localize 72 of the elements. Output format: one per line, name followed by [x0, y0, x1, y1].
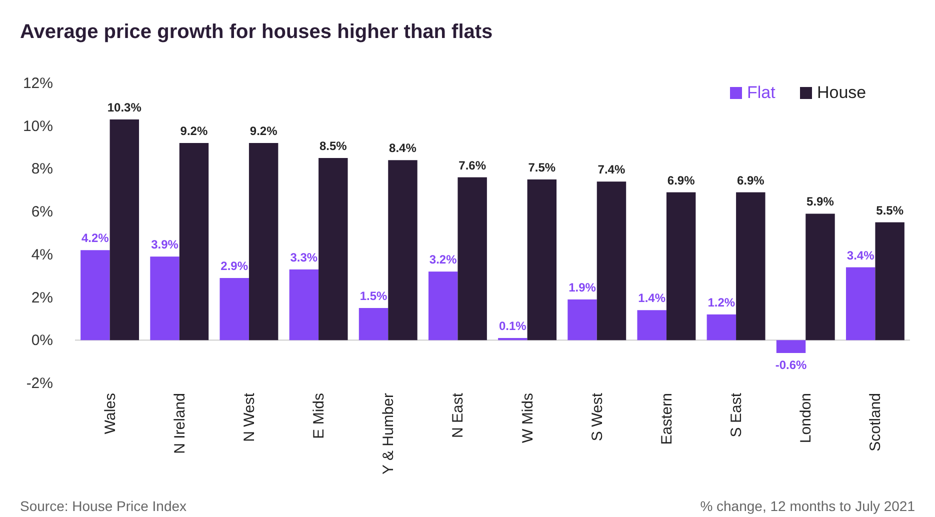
- data-label: 3.9%: [151, 238, 179, 252]
- bar: [179, 143, 209, 340]
- bar: [568, 299, 597, 340]
- data-label: 5.5%: [876, 203, 904, 218]
- data-label: 3.3%: [290, 250, 318, 264]
- y-tick-label: 12%: [22, 75, 53, 92]
- x-tick-label: E Mids: [310, 393, 328, 439]
- data-label: -0.6%: [775, 358, 808, 372]
- bar: [458, 177, 487, 340]
- x-tick-label: S West: [588, 392, 606, 442]
- data-label: 3.4%: [846, 248, 875, 262]
- data-label: 10.3%: [107, 100, 142, 114]
- x-tick-label: London: [798, 393, 815, 444]
- data-label: 1.9%: [568, 280, 596, 294]
- bar: [248, 143, 278, 340]
- legend-label: Flat: [747, 83, 776, 102]
- data-label: 5.9%: [806, 194, 834, 209]
- data-label: 6.9%: [736, 173, 765, 188]
- data-label: 2.9%: [220, 259, 248, 273]
- bar: [736, 192, 766, 340]
- x-tick-label: N West: [240, 392, 258, 442]
- bar: [428, 272, 458, 340]
- chart-title: Average price growth for houses higher than flats: [20, 21, 493, 43]
- bar: [388, 160, 418, 340]
- data-label: 7.5%: [528, 160, 556, 174]
- data-label: 7.6%: [458, 158, 486, 172]
- bar: [150, 256, 180, 340]
- y-tick-label: -2%: [26, 375, 53, 392]
- bar: [358, 308, 388, 340]
- y-tick-label: 0%: [31, 332, 53, 350]
- y-tick-label: 6%: [31, 204, 53, 221]
- bar: [637, 310, 666, 340]
- x-tick-label: Eastern: [658, 393, 676, 445]
- y-tick-label: 4%: [31, 246, 53, 264]
- x-tick-label: W Mids: [519, 393, 536, 443]
- data-label: 0.1%: [499, 319, 527, 333]
- x-tick-label: N Ireland: [171, 393, 188, 454]
- data-label: 1.5%: [360, 289, 388, 303]
- data-label: 8.5%: [319, 139, 348, 153]
- bar: [776, 340, 806, 353]
- bar: [220, 278, 249, 340]
- bar: [110, 119, 140, 340]
- data-label: 1.2%: [708, 295, 736, 310]
- y-tick-label: 8%: [31, 160, 53, 178]
- bar: [527, 179, 557, 340]
- data-label: 8.4%: [389, 141, 417, 156]
- data-label: 4.2%: [82, 231, 110, 246]
- bar: [80, 250, 110, 340]
- data-label: 1.4%: [638, 291, 666, 306]
- x-tick-label: Scotland: [867, 393, 884, 452]
- bar: [318, 158, 348, 340]
- x-tick-label: N East: [450, 392, 467, 438]
- x-tick-label: Y & Humber: [380, 393, 398, 474]
- data-label: 9.2%: [250, 124, 278, 138]
- data-label: 7.4%: [598, 162, 626, 177]
- y-tick-label: 2%: [31, 289, 53, 306]
- text: % change, 12 months to July 2021: [700, 498, 916, 514]
- bar: [596, 182, 626, 340]
- x-tick-label: Wales: [102, 393, 119, 434]
- data-label: 3.2%: [429, 252, 458, 267]
- legend-label: House: [817, 83, 866, 102]
- bar: [289, 269, 319, 340]
- bar: [875, 222, 904, 340]
- bar: [666, 192, 696, 340]
- data-label: 9.2%: [180, 124, 208, 138]
- bar: [846, 267, 876, 340]
- x-tick-label: S East: [728, 392, 746, 438]
- data-label: 6.9%: [667, 173, 696, 188]
- source-note: Source: House Price Index: [20, 498, 187, 514]
- bar: [706, 314, 736, 340]
- y-tick-label: 10%: [22, 118, 53, 135]
- bar: [806, 214, 835, 340]
